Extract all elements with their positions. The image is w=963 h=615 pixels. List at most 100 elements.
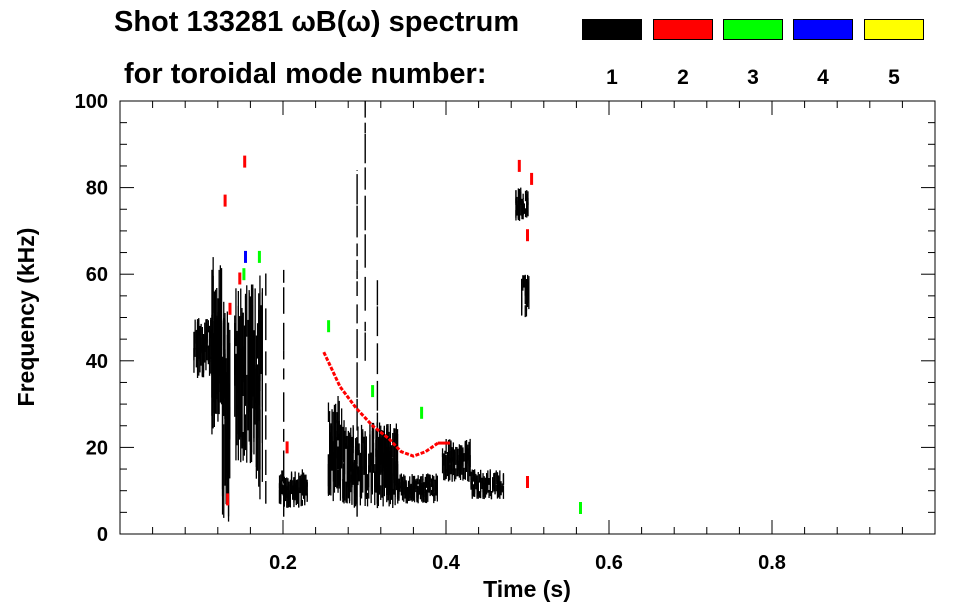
spectral-streak — [290, 471, 293, 487]
spectral-streak — [387, 475, 389, 492]
spectral-streak — [339, 424, 342, 481]
spectral-streak — [362, 429, 364, 444]
spectral-streak — [216, 323, 218, 394]
spectral-streak — [406, 487, 408, 502]
spectral-streak — [395, 433, 397, 485]
spectral-streak — [523, 279, 525, 288]
spectral-streak — [198, 318, 200, 350]
x-tick-label: 0.4 — [432, 552, 461, 574]
legend-label-mode-5: 5 — [888, 66, 900, 89]
spectral-streak — [237, 291, 239, 410]
spectral-streak — [475, 477, 477, 490]
burst-segment — [265, 273, 267, 296]
axis-ticks: 0.2 0.4 0.6 0.8 0 20 40 60 80 100 — [75, 91, 935, 574]
y-tick-label: 60 — [86, 264, 108, 286]
spectral-streak — [343, 468, 345, 504]
spectral-streak — [348, 453, 351, 501]
spectral-streak — [487, 470, 489, 490]
spectral-streak — [434, 479, 436, 491]
spectral-streak — [386, 467, 388, 495]
mode-1-region-8 — [397, 473, 438, 504]
spectral-streak — [404, 479, 406, 499]
spectral-streak — [281, 470, 283, 490]
spectral-streak — [403, 488, 405, 502]
spectral-streak — [477, 472, 479, 490]
spectral-streak — [337, 469, 339, 493]
spectral-streak — [338, 442, 340, 486]
spectral-streak — [480, 486, 482, 499]
spectral-streak — [330, 423, 332, 490]
burst-segment — [364, 234, 366, 268]
spectral-streak — [375, 439, 377, 493]
spectral-streak — [341, 408, 343, 469]
spectral-streak — [394, 428, 396, 486]
y-tick-label: 20 — [86, 437, 108, 459]
burst-segment — [265, 308, 267, 341]
spectral-streak — [397, 483, 399, 498]
spectral-streak — [336, 430, 338, 489]
spectrogram-data-layer — [193, 101, 582, 522]
spectral-streak — [401, 487, 404, 501]
spectral-streak — [451, 456, 453, 472]
spectral-streak — [350, 434, 352, 472]
spectral-streak — [333, 454, 336, 493]
spectral-streak — [417, 486, 419, 497]
spectral-streak — [226, 334, 228, 481]
spectral-streak — [196, 351, 199, 378]
spectral-streak — [359, 469, 361, 506]
burst-segment — [356, 398, 358, 431]
spectral-streak — [202, 336, 205, 373]
burst-segment — [356, 482, 358, 517]
series-mode-3 — [242, 250, 582, 514]
spectral-streak — [413, 475, 416, 492]
spectral-streak — [418, 482, 420, 495]
spectral-streak — [412, 491, 414, 501]
series-mode-4 — [244, 250, 247, 263]
spectral-streak — [302, 472, 305, 495]
spectral-streak — [278, 482, 281, 504]
spectral-streak — [456, 447, 458, 464]
spectral-streak — [377, 462, 379, 506]
spectral-streak — [462, 458, 464, 467]
spectral-streak — [483, 476, 485, 484]
spectral-streak — [450, 440, 452, 448]
spectral-streak — [383, 425, 385, 469]
spectral-streak — [254, 288, 256, 425]
spectral-streak — [210, 320, 212, 339]
spectral-streak — [397, 495, 399, 504]
mode-2-spot-9 — [526, 476, 529, 488]
spectral-streak — [337, 396, 339, 441]
mode-2-spot-8 — [530, 172, 534, 185]
spectral-streak — [243, 325, 245, 447]
x-axis-label: Time (s) — [483, 576, 571, 602]
spectral-streak — [423, 482, 425, 493]
spectral-streak — [472, 470, 475, 478]
series-mode-1 — [193, 101, 530, 522]
spectral-streak — [410, 483, 412, 491]
mode-1-region-4 — [254, 275, 263, 500]
spectral-streak — [286, 477, 288, 490]
spectral-streak — [452, 449, 454, 476]
spectral-streak — [419, 476, 422, 496]
spectral-streak — [421, 484, 423, 502]
spectral-streak — [484, 483, 487, 496]
spectral-streak — [300, 478, 302, 492]
spectral-streak — [515, 190, 517, 205]
spectral-streak — [423, 485, 425, 503]
spectral-streak — [346, 470, 348, 504]
burst-segment — [356, 329, 358, 359]
mode-1-region-1 — [211, 257, 223, 435]
spectral-streak — [496, 483, 499, 499]
spectral-streak — [521, 278, 523, 310]
spectral-streak — [424, 491, 426, 503]
spectral-streak — [490, 491, 493, 500]
spectral-streak — [398, 482, 400, 499]
spectral-streak — [294, 471, 296, 499]
spectral-streak — [199, 355, 201, 373]
spectral-streak — [246, 374, 248, 463]
spectral-streak — [447, 439, 450, 464]
spectral-streak — [246, 285, 248, 337]
spectral-streak — [280, 474, 282, 500]
spectral-streak — [194, 338, 196, 357]
